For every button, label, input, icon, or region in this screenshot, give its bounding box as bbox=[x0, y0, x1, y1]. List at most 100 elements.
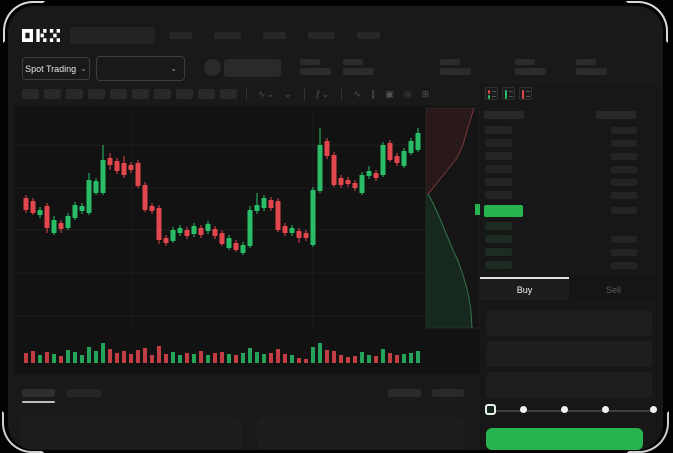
toolbar-tile-placeholder[interactable] bbox=[198, 89, 215, 99]
toolbar-tile-placeholder[interactable] bbox=[176, 89, 193, 99]
toolbar-tile-placeholder[interactable] bbox=[110, 89, 127, 99]
volume-bar bbox=[192, 354, 196, 363]
volume-bar bbox=[73, 352, 77, 363]
orderbook-last-price[interactable] bbox=[484, 205, 523, 217]
candle-body bbox=[72, 205, 78, 218]
price-field-placeholder[interactable] bbox=[486, 310, 652, 336]
volume-bar bbox=[185, 353, 189, 363]
depth-chart-panel[interactable] bbox=[425, 107, 480, 329]
volume-bar bbox=[80, 355, 84, 363]
candle-body bbox=[170, 230, 176, 241]
volume-bar bbox=[276, 349, 280, 363]
candle-body bbox=[212, 229, 218, 236]
orderbook-asks-icon[interactable] bbox=[519, 87, 532, 100]
 bbox=[505, 90, 507, 99]
bid-price-placeholder bbox=[485, 248, 512, 256]
fullscreen-icon[interactable]: ⊞ bbox=[421, 88, 431, 99]
volume-bar bbox=[402, 354, 406, 363]
volume-bar bbox=[388, 353, 392, 363]
table-action-placeholder[interactable] bbox=[432, 389, 464, 397]
tab-sell[interactable]: Sell bbox=[569, 277, 658, 300]
candle-body bbox=[156, 208, 162, 240]
candle-body bbox=[394, 156, 400, 163]
candle-body bbox=[338, 178, 344, 185]
history-tab-placeholder[interactable] bbox=[67, 389, 101, 397]
amount-field-placeholder[interactable] bbox=[486, 341, 652, 367]
line-tool-icon[interactable]: ∿ bbox=[353, 88, 362, 99]
 bbox=[488, 95, 490, 99]
toolbar-tile-placeholder[interactable] bbox=[22, 89, 39, 99]
tab-buy[interactable]: Buy bbox=[480, 277, 569, 300]
amount-slider-track[interactable] bbox=[490, 410, 655, 412]
 bbox=[509, 91, 513, 92]
ask-amount-placeholder bbox=[611, 153, 637, 160]
draw-tool-icon[interactable]: ∥ bbox=[370, 88, 377, 99]
volume-bar bbox=[304, 359, 308, 363]
camera-icon[interactable]: ▣ bbox=[385, 88, 395, 99]
 bbox=[526, 91, 530, 92]
orderbook-both-icon[interactable] bbox=[485, 87, 498, 100]
volume-bar bbox=[409, 353, 413, 363]
total-field-placeholder[interactable] bbox=[486, 372, 652, 398]
candle-body bbox=[380, 145, 386, 175]
settings-icon[interactable]: ◎ bbox=[403, 88, 413, 99]
candle-body bbox=[296, 231, 302, 238]
ask-price-placeholder bbox=[485, 126, 512, 134]
candle-body bbox=[163, 238, 169, 243]
ask-amount-placeholder bbox=[611, 166, 637, 173]
volume-bar bbox=[367, 355, 371, 363]
market-type-selector[interactable]: Spot Trading ⌄ bbox=[22, 57, 90, 80]
ask-amount-placeholder bbox=[611, 179, 637, 186]
candle-body bbox=[352, 183, 358, 188]
nav-item-placeholder[interactable] bbox=[169, 31, 192, 39]
buy-submit-button[interactable] bbox=[486, 428, 643, 450]
toolbar-tile-placeholder[interactable] bbox=[220, 89, 237, 99]
stat-value-placeholder bbox=[343, 68, 374, 75]
toolbar-tile-placeholder[interactable] bbox=[44, 89, 61, 99]
volume-bar bbox=[115, 353, 119, 363]
candle-body bbox=[23, 198, 29, 210]
orderbook-bids-icon[interactable] bbox=[502, 87, 515, 100]
orders-tab-placeholder[interactable] bbox=[22, 389, 55, 397]
nav-item-placeholder[interactable] bbox=[357, 31, 380, 39]
depth-asks-area bbox=[426, 108, 474, 194]
interval-icon[interactable]: ⌄ bbox=[284, 88, 293, 99]
slider-step-dot[interactable] bbox=[650, 406, 657, 413]
orderbook-header-placeholder bbox=[484, 111, 524, 119]
stat-label-placeholder bbox=[300, 59, 320, 65]
candle-body bbox=[268, 200, 274, 208]
toolbar-tile-placeholder[interactable] bbox=[66, 89, 83, 99]
volume-bar bbox=[94, 351, 98, 363]
nav-item-placeholder[interactable] bbox=[308, 31, 335, 39]
volume-bar bbox=[325, 350, 329, 363]
candle-body bbox=[359, 175, 365, 193]
slider-step-dot[interactable] bbox=[561, 406, 568, 413]
bid-price-placeholder bbox=[485, 222, 512, 230]
indicators-icon[interactable]: ƒ⌄ bbox=[315, 88, 331, 99]
ask-amount-placeholder bbox=[611, 192, 637, 199]
pair-selector[interactable]: ⌄ bbox=[96, 56, 185, 81]
candle-body bbox=[289, 228, 295, 233]
volume-bar bbox=[318, 343, 322, 363]
toolbar-tile-placeholder[interactable] bbox=[88, 89, 105, 99]
candle-body bbox=[282, 226, 288, 233]
volume-bar bbox=[206, 355, 210, 363]
candle-body bbox=[142, 185, 148, 210]
volume-bar bbox=[346, 357, 350, 363]
amount-slider-handle[interactable] bbox=[485, 404, 496, 415]
toolbar-tile-placeholder[interactable] bbox=[132, 89, 149, 99]
table-action-placeholder[interactable] bbox=[388, 389, 421, 397]
volume-bar bbox=[381, 349, 385, 363]
candle-body bbox=[303, 233, 309, 238]
search-placeholder[interactable] bbox=[70, 26, 155, 44]
candlestick-chart[interactable] bbox=[15, 106, 480, 374]
chart-type-icon[interactable]: ∿⌄ bbox=[258, 88, 276, 99]
slider-step-dot[interactable] bbox=[602, 406, 609, 413]
nav-item-placeholder[interactable] bbox=[214, 31, 241, 39]
toolbar-tile-placeholder[interactable] bbox=[154, 89, 171, 99]
volume-bar bbox=[332, 351, 336, 363]
slider-step-dot[interactable] bbox=[520, 406, 527, 413]
okx-logo[interactable] bbox=[22, 28, 60, 42]
market-type-label: Spot Trading bbox=[25, 63, 77, 74]
nav-item-placeholder[interactable] bbox=[263, 31, 286, 39]
